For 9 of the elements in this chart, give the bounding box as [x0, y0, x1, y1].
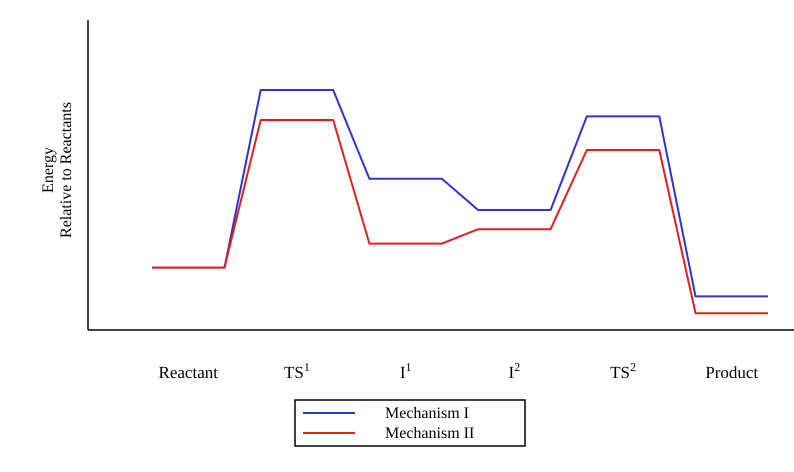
legend-label: Mechanism I [385, 405, 469, 422]
y-axis-title: Energy Relative to Reactants [40, 102, 75, 238]
x-tick-label: TS$^{1}$ [284, 360, 310, 382]
x-tick-label: I$^{2}$ [508, 360, 520, 382]
x-tick-label: I$^{1}$ [400, 360, 412, 382]
x-tick-label: Reactant [158, 363, 218, 382]
legend-label: Mechanism II [385, 425, 474, 442]
x-tick-label: Product [705, 363, 758, 382]
x-tick-label: TS$^{2}$ [610, 360, 636, 382]
